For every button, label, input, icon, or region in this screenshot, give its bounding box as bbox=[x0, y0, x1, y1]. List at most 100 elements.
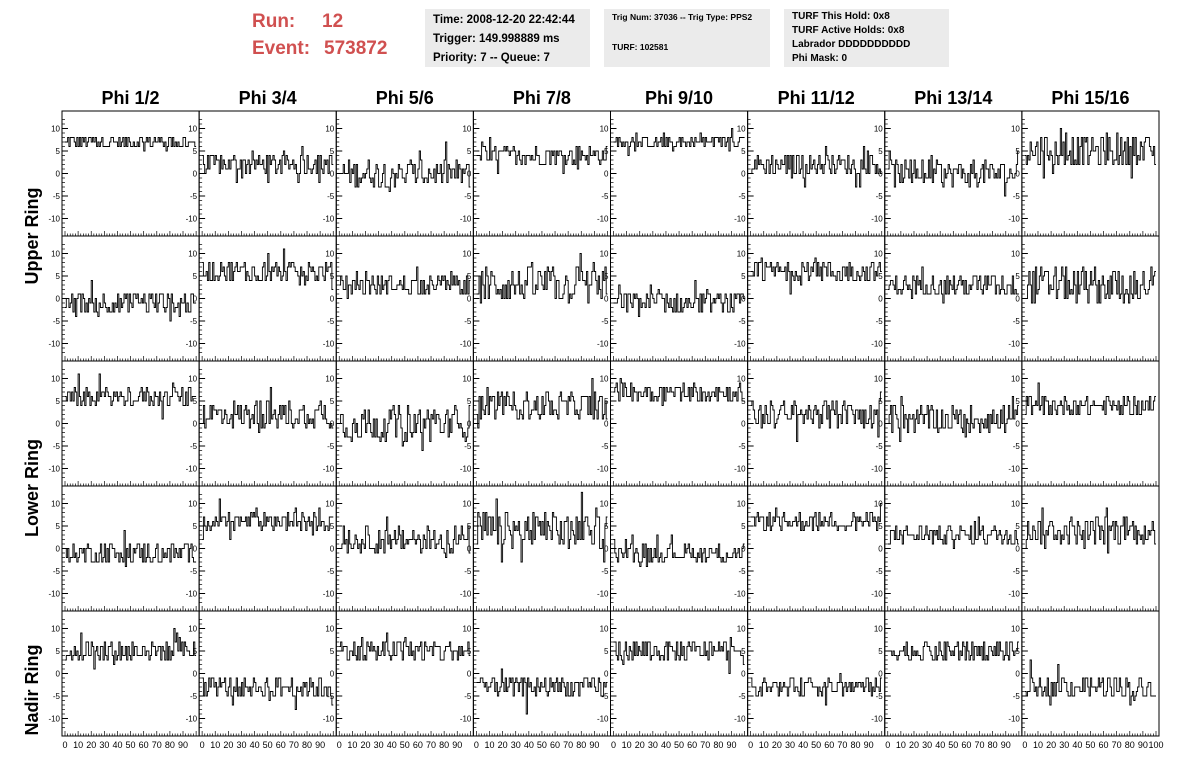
y-tick-label: 0 bbox=[467, 670, 472, 679]
y-tick-label: 10 bbox=[462, 500, 471, 509]
x-tick-label: 50 bbox=[948, 740, 958, 750]
y-tick-label: -5 bbox=[464, 192, 472, 201]
x-tick-label: 10 bbox=[73, 740, 83, 750]
y-tick-label: 10 bbox=[600, 625, 609, 634]
waveform-trace bbox=[202, 387, 334, 433]
y-tick-label: -5 bbox=[876, 192, 884, 201]
y-tick-label: 0 bbox=[56, 295, 61, 304]
y-tick-label: 5 bbox=[604, 147, 609, 156]
x-tick-label: 40 bbox=[387, 740, 397, 750]
waveform-trace bbox=[202, 146, 334, 183]
y-tick-label: 10 bbox=[1011, 500, 1020, 509]
turf-active-text: TURF Active Holds: 0x8 bbox=[792, 25, 905, 36]
y-tick-label: 10 bbox=[1011, 375, 1020, 384]
y-tick-label: -10 bbox=[871, 215, 883, 224]
y-tick-label: 5 bbox=[1015, 397, 1020, 406]
waveform-trace bbox=[613, 128, 745, 156]
y-tick-label: -10 bbox=[734, 715, 746, 724]
x-tick-label: 50 bbox=[263, 740, 273, 750]
y-tick-label: -5 bbox=[190, 192, 198, 201]
y-tick-label: -10 bbox=[597, 340, 609, 349]
y-tick-label: -5 bbox=[601, 567, 609, 576]
subplot-frame bbox=[61, 360, 200, 487]
x-tick-label: 30 bbox=[236, 740, 246, 750]
x-tick-label: 10 bbox=[896, 740, 906, 750]
subplot-frame bbox=[1021, 110, 1160, 237]
x-tick-label: 60 bbox=[550, 740, 560, 750]
x-tick-label: 80 bbox=[576, 740, 586, 750]
y-tick-label: -5 bbox=[739, 317, 747, 326]
y-tick-label: -5 bbox=[464, 317, 472, 326]
x-tick-label: 90 bbox=[1138, 740, 1148, 750]
x-tick-label: 50 bbox=[811, 740, 821, 750]
y-tick-label: 5 bbox=[741, 522, 746, 531]
y-tick-label: -5 bbox=[601, 442, 609, 451]
x-tick-label: 50 bbox=[400, 740, 410, 750]
y-tick-label: 10 bbox=[51, 625, 60, 634]
subplot-frame bbox=[198, 360, 337, 487]
y-tick-label: 0 bbox=[604, 295, 609, 304]
subplot-frame bbox=[1021, 610, 1160, 737]
y-tick-label: 10 bbox=[1011, 250, 1020, 259]
x-tick-label: 0 bbox=[337, 740, 342, 750]
y-tick-label: -10 bbox=[871, 715, 883, 724]
subplot-frame bbox=[335, 235, 474, 362]
waveform-trace bbox=[339, 632, 471, 661]
y-tick-label: 10 bbox=[51, 250, 60, 259]
y-tick-label: 5 bbox=[193, 397, 198, 406]
y-tick-label: 5 bbox=[604, 647, 609, 656]
y-tick-label: -10 bbox=[871, 465, 883, 474]
y-tick-label: -10 bbox=[1008, 215, 1020, 224]
column-title: Phi 5/6 bbox=[376, 88, 434, 108]
y-tick-label: 0 bbox=[193, 545, 198, 554]
y-tick-label: 10 bbox=[188, 625, 197, 634]
y-tick-label: 10 bbox=[325, 125, 334, 134]
column-title: Phi 15/16 bbox=[1051, 88, 1129, 108]
y-tick-label: 5 bbox=[741, 647, 746, 656]
waveform-trace bbox=[1024, 266, 1156, 304]
turf-text: TURF: 102581 bbox=[612, 42, 669, 52]
y-tick-label: -10 bbox=[323, 465, 335, 474]
y-tick-label: -10 bbox=[871, 340, 883, 349]
y-tick-label: 5 bbox=[56, 647, 61, 656]
y-tick-label: -5 bbox=[327, 442, 335, 451]
y-tick-label: -10 bbox=[48, 340, 60, 349]
x-tick-label: 20 bbox=[223, 740, 233, 750]
y-tick-label: -10 bbox=[597, 715, 609, 724]
y-tick-label: 0 bbox=[878, 545, 883, 554]
x-tick-label: 10 bbox=[210, 740, 220, 750]
y-tick-label: 5 bbox=[467, 272, 472, 281]
y-tick-label: 0 bbox=[193, 670, 198, 679]
y-tick-label: -10 bbox=[1008, 340, 1020, 349]
time-text: Time: 2008-12-20 22:42:44 bbox=[433, 14, 575, 26]
x-tick-label: 10 bbox=[347, 740, 357, 750]
column-title: Phi 1/2 bbox=[102, 88, 160, 108]
waveform-trace bbox=[613, 280, 745, 317]
waveform-trace bbox=[750, 503, 882, 531]
y-tick-label: 0 bbox=[604, 170, 609, 179]
y-tick-label: 10 bbox=[737, 125, 746, 134]
y-tick-label: -10 bbox=[323, 340, 335, 349]
y-tick-label: 0 bbox=[878, 670, 883, 679]
y-tick-label: -10 bbox=[597, 465, 609, 474]
waveform-trace bbox=[339, 516, 471, 558]
labrador-text: Labrador DDDDDDDDDD bbox=[792, 39, 911, 50]
y-tick-label: 5 bbox=[56, 397, 61, 406]
y-tick-label: -5 bbox=[327, 192, 335, 201]
y-tick-label: 0 bbox=[1015, 545, 1020, 554]
x-tick-label: 0 bbox=[200, 740, 205, 750]
column-title: Phi 7/8 bbox=[513, 88, 571, 108]
y-tick-label: 10 bbox=[874, 625, 883, 634]
y-tick-label: -10 bbox=[48, 715, 60, 724]
waveform-trace bbox=[65, 137, 197, 152]
y-tick-label: 0 bbox=[467, 170, 472, 179]
x-tick-label: 80 bbox=[165, 740, 175, 750]
y-tick-label: -10 bbox=[323, 215, 335, 224]
y-tick-label: 0 bbox=[1015, 420, 1020, 429]
y-tick-label: -5 bbox=[601, 192, 609, 201]
y-tick-label: 10 bbox=[462, 125, 471, 134]
phi-mask-text: Phi Mask: 0 bbox=[792, 53, 848, 64]
y-tick-label: 0 bbox=[193, 420, 198, 429]
y-tick-label: 0 bbox=[741, 545, 746, 554]
column-title: Phi 13/14 bbox=[914, 88, 992, 108]
